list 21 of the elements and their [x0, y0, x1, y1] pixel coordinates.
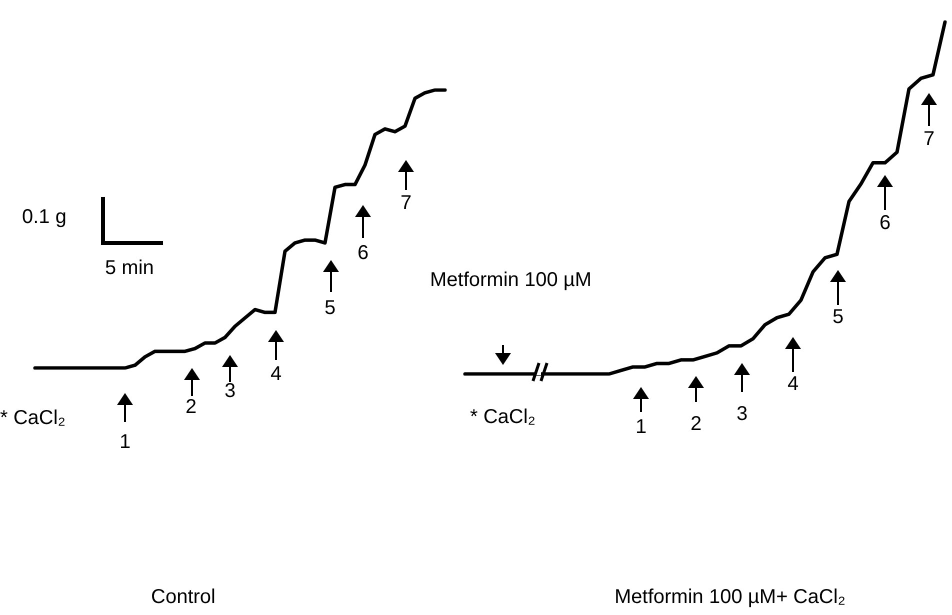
- text: 3: [736, 403, 748, 425]
- annotation: 0.1 g: [22, 206, 66, 228]
- text: 1: [636, 416, 647, 438]
- annotation: 5: [324, 297, 336, 319]
- text: 2: [690, 413, 702, 435]
- x-axis-title: Metformin 100 µM+ CaCl₂: [614, 586, 846, 608]
- text: 1: [120, 431, 131, 453]
- annotation: 6: [358, 242, 369, 264]
- annotation: 7: [924, 128, 935, 150]
- annotation: 5 min: [105, 257, 154, 279]
- x-axis-title: Control: [151, 586, 216, 608]
- annotation: Metformin 100 µM: [430, 269, 592, 291]
- text: * CaCl₂: [470, 406, 536, 428]
- annotation: 4: [270, 363, 282, 385]
- annotation: 5: [832, 306, 844, 328]
- annotation: 4: [788, 373, 799, 395]
- text: * CaCl₂: [0, 407, 66, 429]
- text: 3: [224, 380, 236, 402]
- annotation: 7: [400, 192, 412, 214]
- annotation: 6: [880, 212, 891, 234]
- text: 2: [186, 396, 197, 418]
